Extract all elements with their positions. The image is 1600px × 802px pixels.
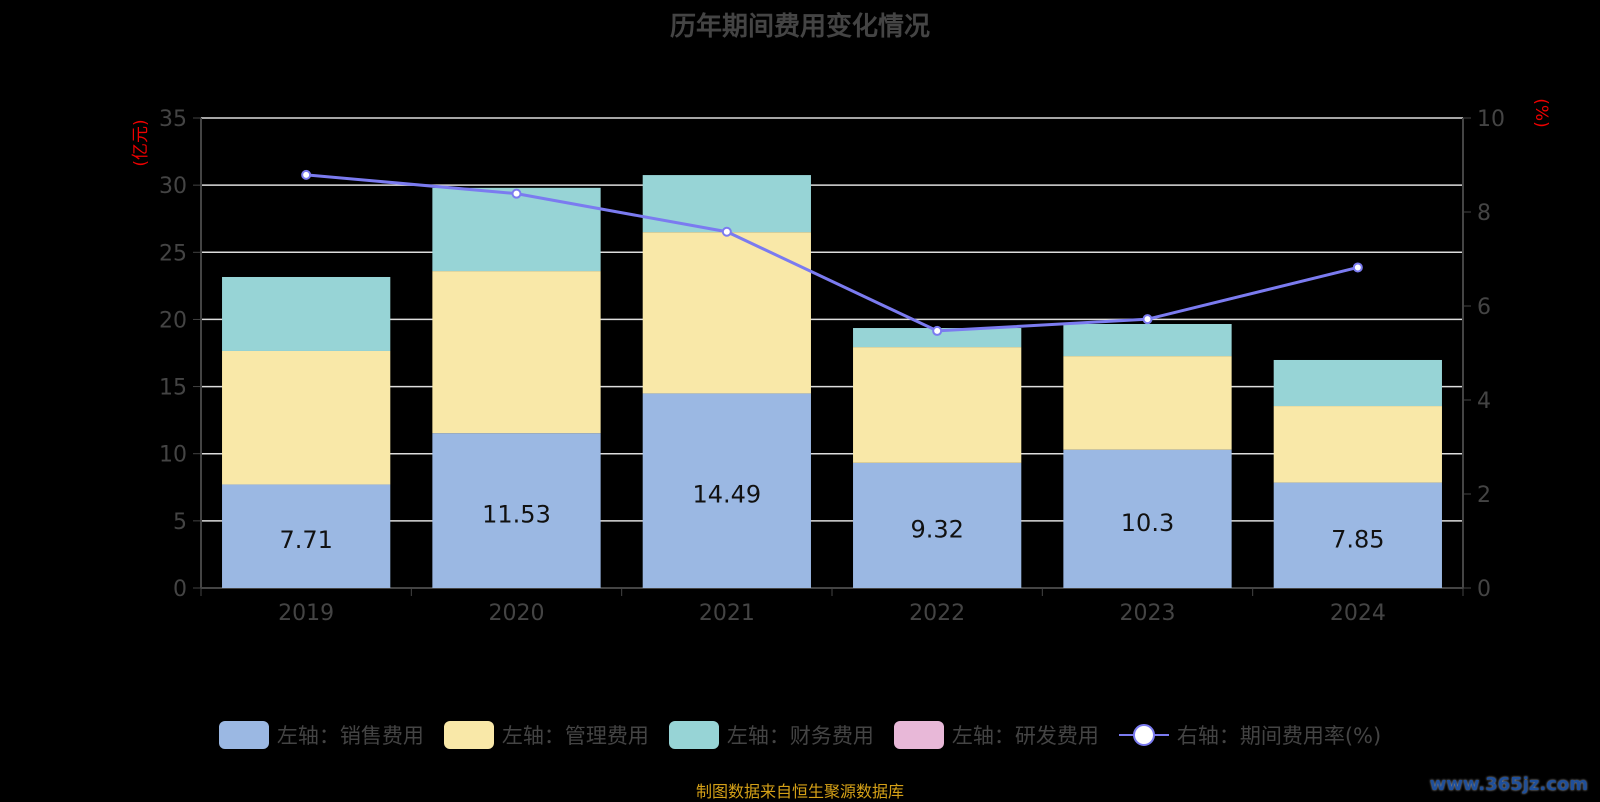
bar-segment [432,433,601,588]
x-tick-label: 2023 [1120,601,1176,626]
bar-segment [1063,323,1232,357]
legend-item[interactable]: 左轴：研发费用 [893,720,1099,750]
y-axis-label: (亿元) [131,119,151,166]
watermark: www.365jz.com [1429,774,1588,795]
legend-item[interactable]: 左轴：销售费用 [218,720,424,750]
bar-segment [432,187,601,272]
bar-segment [222,276,391,351]
bar-segment [853,328,1022,348]
x-tick-label: 2021 [699,601,755,626]
y-tick-label: 35 [159,107,187,132]
bar-data-label: 10.3 [1121,509,1174,537]
source-note: 制图数据来自恒生聚源数据库 [695,782,904,801]
rate-point [1352,262,1363,273]
bar-segment [642,393,811,588]
legend-label: 左轴：财务费用 [726,724,874,748]
rate-line [306,173,1359,333]
x-tick-label: 2020 [489,601,545,626]
y2-tick-label: 0 [1477,577,1491,602]
bar-data-label: 9.32 [910,515,963,543]
y2-tick-label: 10 [1477,107,1505,132]
bar-segment [642,232,811,394]
legend-label: 右轴：期间费用率(%) [1176,724,1382,748]
chart-title: 历年期间费用变化情况 [669,12,930,42]
bar-segment [642,175,811,233]
legend-label: 左轴：研发费用 [951,724,1099,748]
legend-item[interactable]: 左轴：管理费用 [443,720,649,750]
x-tick-label: 2022 [909,601,965,626]
y2-tick-label: 8 [1477,201,1491,226]
legend: 左轴：销售费用 左轴：管理费用 左轴：财务费用 左轴：研发费用 右轴：期间费用率(%) [0,720,1600,750]
rate-point [301,169,312,180]
y2-tick-label: 4 [1477,389,1491,414]
bar-segment [222,484,391,588]
bar-data-label: 7.85 [1331,525,1384,553]
bar-data-label: 14.49 [692,481,761,509]
bar-segment [432,271,601,434]
y-tick-label: 5 [173,510,187,535]
y-tick-label: 20 [159,308,187,333]
bar-segment [1273,482,1442,588]
y2-tick-label: 6 [1477,295,1491,320]
rate-point [932,325,943,336]
rate-point [1142,314,1153,325]
legend-line-marker [1118,724,1169,746]
bar-data-label: 7.71 [279,526,332,554]
legend-swatch [443,721,494,749]
bar-segment [1273,406,1442,483]
rate-point [721,226,732,237]
y-tick-label: 30 [159,174,187,199]
bar-segment [1063,356,1232,450]
y2-tick-label: 2 [1477,483,1491,508]
bar-data-label: 11.53 [482,501,551,529]
bar-segment [222,350,391,485]
legend-item[interactable]: 左轴：财务费用 [668,720,874,750]
legend-label: 左轴：销售费用 [276,724,424,748]
bar-segment [1273,359,1442,407]
legend-swatch [668,721,719,749]
bar-segment [853,347,1022,463]
legend-label: 左轴：管理费用 [501,724,649,748]
y-tick-label: 10 [159,443,187,468]
legend-swatch [893,721,944,749]
x-tick-label: 2024 [1330,601,1386,626]
bar-segment [853,462,1022,588]
y-tick-label: 15 [159,376,187,401]
legend-swatch [218,721,269,749]
legend-item[interactable]: 右轴：期间费用率(%) [1118,720,1382,750]
bar-segment [1063,449,1232,588]
y-tick-label: 25 [159,241,187,266]
rate-point [511,188,522,199]
x-tick-label: 2019 [278,601,334,626]
y2-axis-label: (%) [1531,98,1551,127]
y-tick-label: 0 [173,577,187,602]
